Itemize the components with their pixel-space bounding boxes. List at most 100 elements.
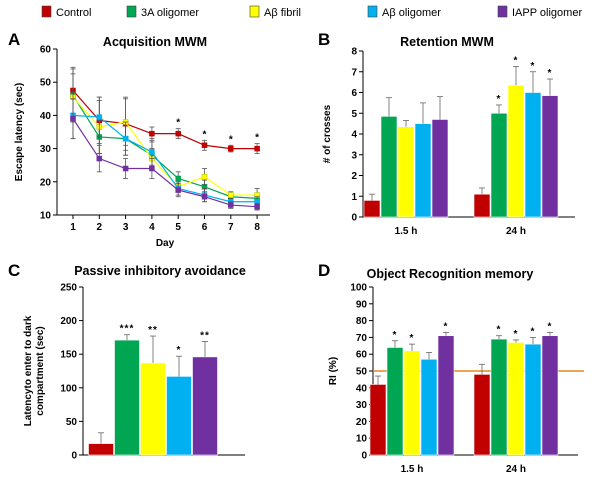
c-y-tick-label: 100 xyxy=(60,383,77,394)
series-line-iapp-oligomer xyxy=(72,118,258,208)
b-y-axis-label: # of crosses xyxy=(322,104,333,163)
significance-marker: * xyxy=(203,129,207,140)
data-point-iapp-oligomer xyxy=(228,202,234,208)
c-y-tick-label: 0 xyxy=(71,451,77,462)
chart-object-recognition: 0 10 20 30 40 50 60 70 80 90 100 * * * 1.5 h * * * * 24 h RI… xyxy=(328,283,584,475)
series-line-a-oligomer xyxy=(72,114,258,203)
data-point-a-oligomer xyxy=(96,114,103,120)
a-x-tick-label: 2 xyxy=(97,222,103,233)
b-x-tick-label: 1.5 h xyxy=(395,226,418,237)
legend-swatch-iapp-oligomer xyxy=(497,5,508,18)
bar-a-oligomer xyxy=(524,343,542,456)
panel-letter-b: B xyxy=(318,30,330,49)
a-y-tick-label: 50 xyxy=(40,78,52,89)
data-point-a-fibril xyxy=(201,174,208,180)
bar-control xyxy=(369,384,387,456)
bar-a-fibril xyxy=(507,84,525,218)
a-x-tick-label: 6 xyxy=(202,222,208,233)
d-y-tick-label: 20 xyxy=(356,417,368,428)
chart-retention-mwm: 0 1 2 3 4 5 6 7 8 1.5 h * * * * 24 h # of crosses xyxy=(322,47,575,237)
c-y-axis-label: Latencyto enter to dark xyxy=(23,315,34,426)
bar-a-fibril xyxy=(507,342,525,456)
a-x-tick-label: 3 xyxy=(123,222,129,233)
bar-a-oligomer xyxy=(414,123,432,218)
a-y-axis-label: Escape latency (sec) xyxy=(14,83,25,181)
data-point-a-oligomer xyxy=(122,135,129,142)
d-y-tick-label: 80 xyxy=(356,316,368,327)
c-y-tick-label: 50 xyxy=(66,417,78,428)
a-y-tick-label: 10 xyxy=(40,211,52,222)
legend-label-a-oligomer: Aβ oligomer xyxy=(382,7,441,19)
b-y-tick-label: 2 xyxy=(351,171,357,182)
bar-a-fibril xyxy=(403,350,421,456)
bar-3a-oligomer xyxy=(380,116,398,218)
bar-3a-oligomer xyxy=(490,338,508,456)
d-y-tick-label: 0 xyxy=(361,451,367,462)
significance-marker: * xyxy=(177,345,182,356)
bar-a-fibril xyxy=(140,362,166,456)
data-point-control xyxy=(149,130,155,137)
title-object-recognition: Object Recognition memory xyxy=(367,267,534,281)
b-y-tick-label: 8 xyxy=(351,47,357,58)
b-y-tick-label: 5 xyxy=(351,109,357,120)
significance-marker: * xyxy=(255,133,259,144)
bar-iapp-oligomer xyxy=(541,335,559,456)
legend-label-3a-oligomer: 3A oligomer xyxy=(141,7,199,19)
b-y-tick-label: 1 xyxy=(351,192,357,203)
significance-marker: * xyxy=(548,321,553,332)
significance-marker: * xyxy=(531,326,536,337)
title-acquisition-mwm: Acquisition MWM xyxy=(103,35,207,49)
significance-marker: *** xyxy=(120,324,135,335)
data-point-a-oligomer xyxy=(149,149,155,155)
bar-control xyxy=(363,200,381,218)
legend-swatch-3a-oligomer xyxy=(126,5,137,18)
series-line-a-fibril xyxy=(72,96,258,196)
significance-marker: * xyxy=(176,118,180,129)
data-point-3a-oligomer xyxy=(175,175,181,182)
legend-label-a-fibril: Aβ fibril xyxy=(264,7,301,19)
c-y-axis-label: compartment (sec) xyxy=(35,326,46,415)
a-y-tick-label: 30 xyxy=(40,144,52,155)
bar-3a-oligomer xyxy=(386,347,404,456)
chart-acquisition-mwm: 10 20 30 40 50 60 1 2 3 4 5 6 7 8 Day Escape latency (s… xyxy=(14,45,270,249)
data-point-iapp-oligomer xyxy=(175,187,181,193)
bar-a-oligomer xyxy=(166,376,192,456)
d-x-tick-label: 1.5 h xyxy=(401,464,424,475)
legend-label-control: Control xyxy=(56,7,91,19)
c-y-tick-label: 250 xyxy=(60,283,77,294)
significance-marker: * xyxy=(531,61,536,72)
d-y-tick-label: 90 xyxy=(356,299,368,310)
significance-marker: * xyxy=(548,68,553,79)
bar-3a-oligomer xyxy=(490,112,508,218)
d-y-tick-label: 50 xyxy=(356,367,368,378)
panel-letter-a: A xyxy=(8,30,20,49)
data-point-control xyxy=(201,142,208,149)
bar-3a-oligomer xyxy=(114,339,140,456)
data-point-iapp-oligomer xyxy=(70,115,76,122)
c-y-tick-label: 150 xyxy=(60,350,77,361)
data-point-iapp-oligomer xyxy=(201,193,208,200)
data-point-iapp-oligomer xyxy=(254,203,260,210)
d-y-tick-label: 40 xyxy=(356,383,368,394)
a-y-tick-label: 40 xyxy=(40,111,52,122)
significance-marker: * xyxy=(514,56,519,67)
b-y-tick-label: 3 xyxy=(351,150,357,161)
legend-swatch-a-oligomer xyxy=(367,5,378,18)
d-x-tick-label: 24 h xyxy=(506,464,526,475)
bar-control xyxy=(88,443,114,456)
bar-a-fibril xyxy=(397,126,415,218)
bar-iapp-oligomer xyxy=(437,335,455,456)
significance-marker: ** xyxy=(148,325,158,336)
bar-control xyxy=(473,374,491,456)
bar-a-oligomer xyxy=(524,92,542,218)
a-y-tick-label: 60 xyxy=(40,45,52,56)
data-point-control xyxy=(228,145,234,152)
a-x-tick-label: 7 xyxy=(228,222,234,233)
a-x-tick-label: 1 xyxy=(70,222,76,233)
significance-marker: * xyxy=(410,333,415,344)
b-y-tick-label: 6 xyxy=(351,88,357,99)
b-y-tick-label: 0 xyxy=(351,213,357,224)
significance-marker: * xyxy=(229,134,233,145)
